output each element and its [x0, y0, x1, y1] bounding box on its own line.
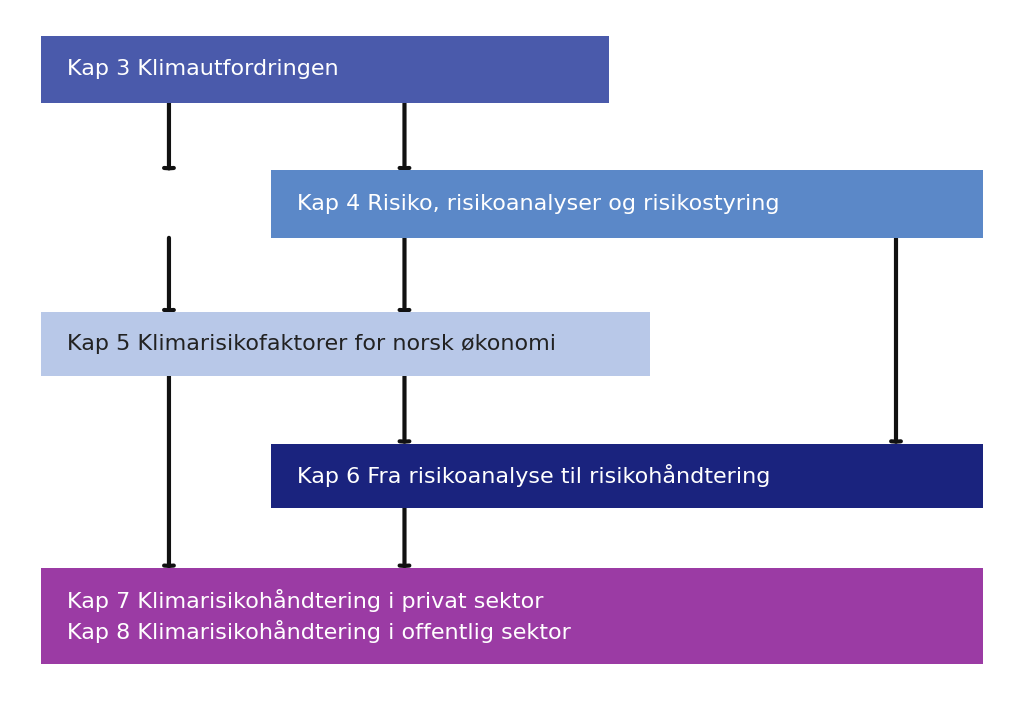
FancyBboxPatch shape — [41, 36, 609, 103]
FancyBboxPatch shape — [41, 568, 983, 664]
Text: Kap 7 Klimarisikohåndtering i privat sektor
Kap 8 Klimarisikohåndtering i offent: Kap 7 Klimarisikohåndtering i privat sek… — [67, 589, 570, 643]
FancyBboxPatch shape — [271, 170, 983, 238]
Text: Kap 3 Klimautfordringen: Kap 3 Klimautfordringen — [67, 59, 338, 80]
Text: Kap 6 Fra risikoanalyse til risikohåndtering: Kap 6 Fra risikoanalyse til risikohåndte… — [297, 464, 770, 487]
Text: Kap 5 Klimarisikofaktorer for norsk økonomi: Kap 5 Klimarisikofaktorer for norsk økon… — [67, 334, 556, 354]
FancyBboxPatch shape — [41, 312, 650, 376]
FancyBboxPatch shape — [271, 444, 983, 508]
Text: Kap 4 Risiko, risikoanalyser og risikostyring: Kap 4 Risiko, risikoanalyser og risikost… — [297, 194, 779, 214]
